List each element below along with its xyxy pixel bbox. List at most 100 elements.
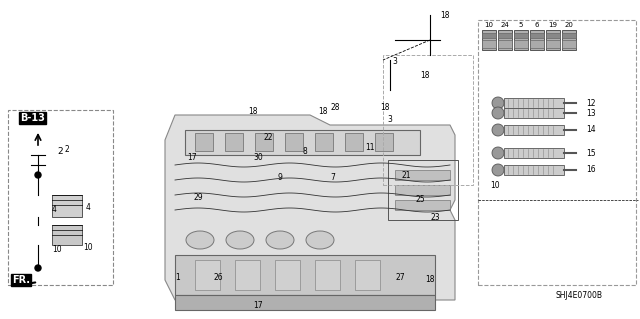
Text: 3: 3 <box>388 115 392 124</box>
Text: 18: 18 <box>425 276 435 285</box>
Text: 13: 13 <box>586 108 596 117</box>
Bar <box>175 255 435 295</box>
Bar <box>345 133 363 151</box>
Bar <box>504 108 564 118</box>
Bar <box>498 33 512 38</box>
Text: 18: 18 <box>440 11 450 19</box>
Bar <box>52 195 82 217</box>
Bar <box>315 133 333 151</box>
Text: 26: 26 <box>213 273 223 283</box>
Bar <box>482 40 496 48</box>
Bar <box>52 225 82 245</box>
Bar <box>498 40 512 48</box>
Text: 19: 19 <box>548 22 557 28</box>
Text: 10: 10 <box>484 22 493 28</box>
Bar <box>388 160 458 220</box>
Text: SHJ4E0700B: SHJ4E0700B <box>555 291 602 300</box>
Ellipse shape <box>266 231 294 249</box>
Text: 25: 25 <box>415 196 425 204</box>
Bar <box>225 133 243 151</box>
Text: 6: 6 <box>535 22 540 28</box>
Bar <box>482 33 496 38</box>
Text: 10: 10 <box>52 244 61 254</box>
Text: 30: 30 <box>253 153 263 162</box>
Bar <box>514 40 528 48</box>
Bar <box>514 33 528 38</box>
Bar <box>185 130 420 155</box>
Text: B-13: B-13 <box>20 113 45 123</box>
Bar <box>504 148 564 158</box>
Circle shape <box>492 164 504 176</box>
Bar <box>546 40 560 48</box>
Bar <box>530 33 544 38</box>
Bar <box>8 110 113 285</box>
Text: 5: 5 <box>519 22 523 28</box>
Bar <box>175 295 435 310</box>
Bar <box>562 40 576 48</box>
Text: 17: 17 <box>187 153 197 162</box>
Bar <box>315 260 340 290</box>
Bar <box>530 30 544 50</box>
Text: FR.: FR. <box>12 275 30 285</box>
Bar <box>355 260 380 290</box>
Circle shape <box>492 147 504 159</box>
Bar <box>395 200 450 210</box>
Bar <box>530 40 544 48</box>
Bar <box>255 133 273 151</box>
Circle shape <box>35 265 41 271</box>
Bar <box>395 185 450 195</box>
Text: 21: 21 <box>401 170 411 180</box>
Bar <box>195 260 220 290</box>
Text: 20: 20 <box>564 22 573 28</box>
Bar <box>504 165 564 175</box>
Text: 16: 16 <box>586 166 596 174</box>
Text: 18: 18 <box>380 103 390 113</box>
Bar <box>375 133 393 151</box>
Ellipse shape <box>226 231 254 249</box>
Bar <box>395 170 450 180</box>
Bar <box>504 98 564 108</box>
Text: 8: 8 <box>303 147 307 157</box>
Text: 14: 14 <box>586 125 596 135</box>
Text: 2: 2 <box>57 147 63 157</box>
Text: 7: 7 <box>331 174 335 182</box>
Text: 15: 15 <box>586 149 596 158</box>
Text: 23: 23 <box>430 213 440 222</box>
Text: 9: 9 <box>278 174 282 182</box>
Text: 28: 28 <box>330 103 340 113</box>
Ellipse shape <box>306 231 334 249</box>
Text: FR.: FR. <box>12 275 30 285</box>
Text: 11: 11 <box>365 144 375 152</box>
Text: 17: 17 <box>253 300 263 309</box>
Bar <box>235 260 260 290</box>
Text: B-13: B-13 <box>20 113 45 123</box>
Text: 18: 18 <box>318 108 328 116</box>
Text: 29: 29 <box>193 194 203 203</box>
Bar <box>275 260 300 290</box>
Text: 4: 4 <box>52 204 57 213</box>
Text: 24: 24 <box>500 22 509 28</box>
Bar <box>546 30 560 50</box>
Bar <box>285 133 303 151</box>
Bar <box>498 30 512 50</box>
Circle shape <box>492 107 504 119</box>
Circle shape <box>35 172 41 178</box>
Text: 3: 3 <box>392 57 397 66</box>
Ellipse shape <box>186 231 214 249</box>
Polygon shape <box>165 115 455 300</box>
Text: 10: 10 <box>83 243 93 253</box>
Text: 27: 27 <box>395 273 405 283</box>
Circle shape <box>492 97 504 109</box>
Bar <box>482 30 496 50</box>
Text: 22: 22 <box>263 133 273 143</box>
Text: 1: 1 <box>175 273 180 283</box>
Bar <box>383 55 473 185</box>
Circle shape <box>492 124 504 136</box>
Text: 2: 2 <box>65 145 69 154</box>
Bar <box>562 33 576 38</box>
Bar <box>562 30 576 50</box>
Bar <box>546 33 560 38</box>
Text: 18: 18 <box>248 108 258 116</box>
Bar <box>478 20 636 285</box>
Bar <box>504 125 564 135</box>
